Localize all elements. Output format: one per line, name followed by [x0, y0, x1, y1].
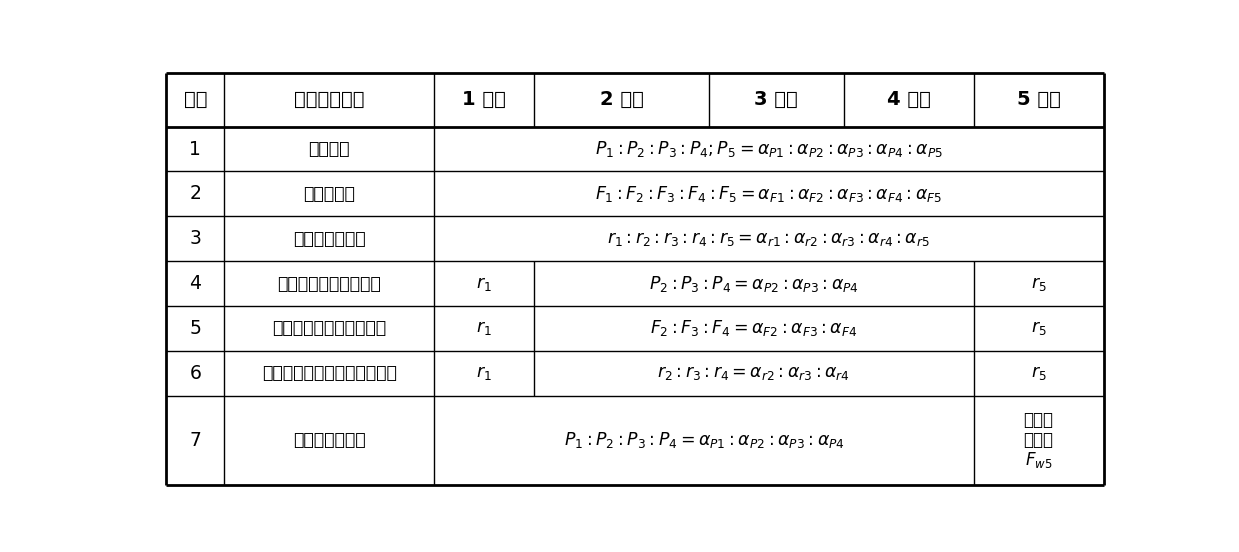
Text: 毛面辊札制策略: 毛面辊札制策略 [292, 431, 366, 449]
Text: 相对压下率平衡: 相对压下率平衡 [292, 230, 366, 248]
Text: 绝对压下率和札制力平衡: 绝对压下率和札制力平衡 [273, 320, 387, 337]
Text: 7: 7 [190, 431, 201, 450]
Text: $r_{1}$: $r_{1}$ [476, 274, 492, 293]
Text: 序号: 序号 [183, 90, 207, 109]
Text: 札制力: 札制力 [1023, 431, 1053, 449]
Text: $r_{1}:r_{2}:r_{3}:r_{4}:r_{5}=\alpha_{r1}:\alpha_{r2}:\alpha_{r3}:\alpha_{r4}:\: $r_{1}:r_{2}:r_{3}:r_{4}:r_{5}=\alpha_{r… [607, 230, 930, 248]
Text: $r_{2}:r_{3}:r_{4}=\alpha_{r2}:\alpha_{r3}:\alpha_{r4}$: $r_{2}:r_{3}:r_{4}=\alpha_{r2}:\alpha_{r… [658, 364, 850, 382]
Text: 1: 1 [190, 140, 201, 158]
Text: 2 机架: 2 机架 [600, 90, 643, 109]
Text: $F_{2}:F_{3}:F_{4}=\alpha_{F2}:\alpha_{F3}:\alpha_{F4}$: $F_{2}:F_{3}:F_{4}=\alpha_{F2}:\alpha_{F… [650, 319, 857, 338]
Text: 绝对压下率和相对压下率平衡: 绝对压下率和相对压下率平衡 [261, 364, 396, 382]
Text: $r_{5}$: $r_{5}$ [1031, 364, 1047, 382]
Text: $P_{2}:P_{3}:P_{4}=\alpha_{P2}:\alpha_{P3}:\alpha_{P4}$: $P_{2}:P_{3}:P_{4}=\alpha_{P2}:\alpha_{P… [649, 274, 859, 294]
Text: 5: 5 [190, 319, 201, 338]
Text: $F_{1}:F_{2}:F_{3}:F_{4}:F_{5}=\alpha_{F1}:\alpha_{F2}:\alpha_{F3}:\alpha_{F4}:\: $F_{1}:F_{2}:F_{3}:F_{4}:F_{5}=\alpha_{F… [595, 184, 943, 204]
Text: 5 机架: 5 机架 [1017, 90, 1061, 109]
Text: $F_{w5}$: $F_{w5}$ [1025, 450, 1052, 470]
Text: 札制力平衡: 札制力平衡 [304, 185, 356, 203]
Text: 4 机架: 4 机架 [887, 90, 930, 109]
Text: $P_{1}:P_{2}:P_{3}:P_{4};P_{5}=\alpha_{P1}:\alpha_{P2}:\alpha_{P3}:\alpha_{P4}:\: $P_{1}:P_{2}:P_{3}:P_{4};P_{5}=\alpha_{P… [595, 139, 943, 159]
Text: $P_{1}:P_{2}:P_{3}:P_{4}=\alpha_{P1}:\alpha_{P2}:\alpha_{P3}:\alpha_{P4}$: $P_{1}:P_{2}:P_{3}:P_{4}=\alpha_{P1}:\al… [564, 431, 844, 450]
Text: 绝对压下率和功率平衡: 绝对压下率和功率平衡 [278, 274, 382, 293]
Text: 1 机架: 1 机架 [462, 90, 506, 109]
Text: $r_{5}$: $r_{5}$ [1031, 274, 1047, 293]
Text: 功率平衡: 功率平衡 [309, 140, 349, 158]
Text: 札制策略模式: 札制策略模式 [294, 90, 364, 109]
Text: 3 机架: 3 机架 [755, 90, 798, 109]
Text: 6: 6 [190, 364, 201, 383]
Text: 单位宽: 单位宽 [1023, 411, 1053, 429]
Text: $r_{1}$: $r_{1}$ [476, 364, 492, 382]
Text: 2: 2 [190, 184, 201, 203]
Text: 4: 4 [190, 274, 202, 293]
Text: $r_{1}$: $r_{1}$ [476, 320, 492, 337]
Text: $r_{5}$: $r_{5}$ [1031, 320, 1047, 337]
Text: 3: 3 [190, 229, 201, 248]
